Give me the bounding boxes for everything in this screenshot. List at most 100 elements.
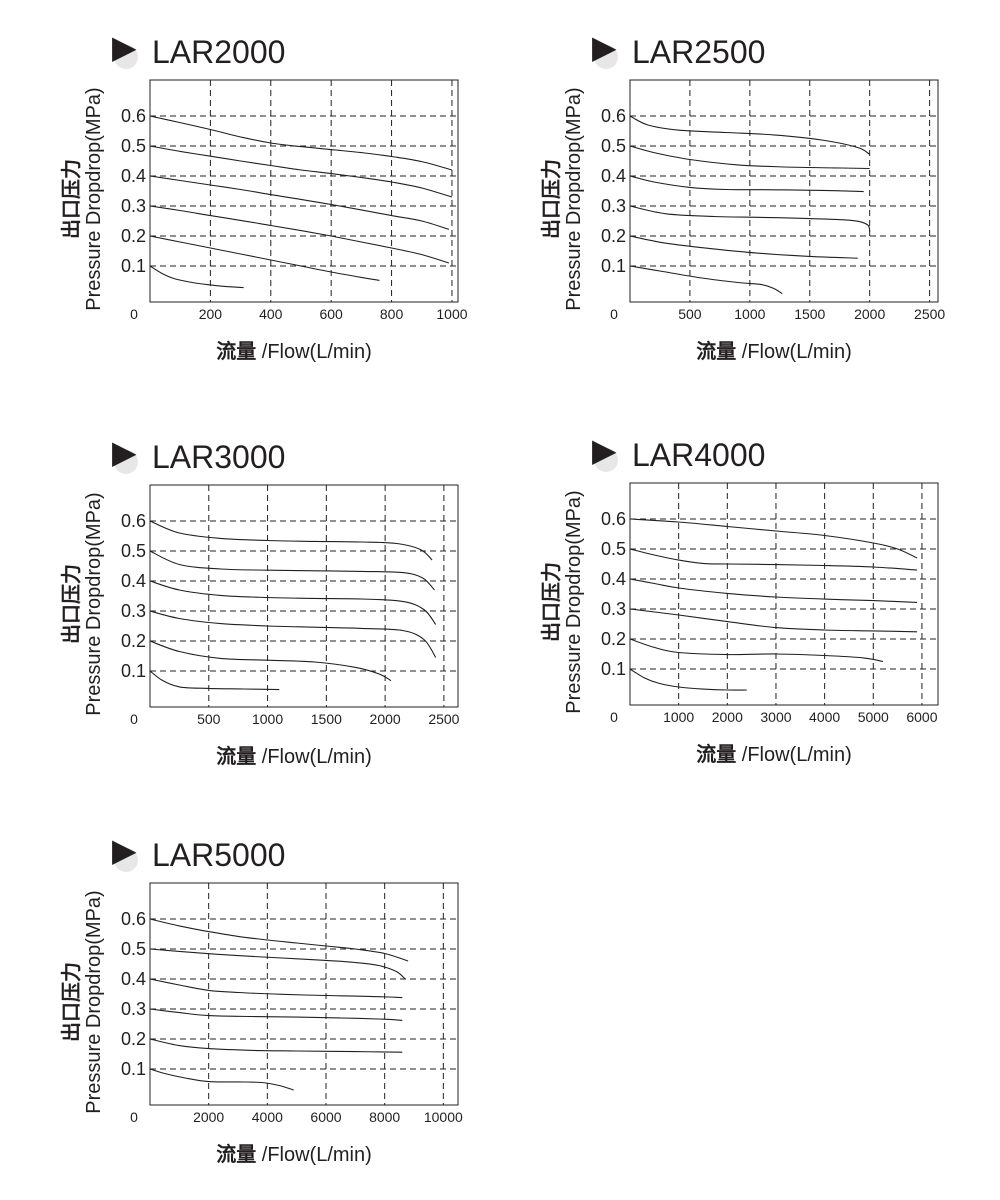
title-shadow bbox=[114, 45, 138, 69]
plot-frame bbox=[149, 882, 459, 1106]
x-axis-label-en: /Flow(L/min) bbox=[736, 744, 852, 766]
title-shadow bbox=[114, 450, 138, 474]
title-shadow bbox=[594, 45, 618, 69]
x-tick-label: 10000 bbox=[424, 1109, 463, 1125]
title-marker-icon: ▶ bbox=[112, 434, 137, 470]
y-tick-label: 0.5 bbox=[121, 541, 146, 561]
y-tick-label: 0.3 bbox=[121, 999, 146, 1019]
title-marker-icon: ▶ bbox=[112, 29, 137, 65]
x-axis-label-cn: 流量 bbox=[216, 1142, 256, 1166]
series-line bbox=[149, 235, 380, 281]
y-tick-label: 0.1 bbox=[601, 659, 626, 679]
x-axis-label-cn: 流量 bbox=[216, 744, 256, 768]
y-tick-label: 0.5 bbox=[601, 136, 626, 156]
title-shadow bbox=[594, 448, 618, 472]
x-tick-label: 6000 bbox=[906, 709, 937, 725]
x-tick-label: 500 bbox=[197, 711, 221, 727]
series-line bbox=[149, 520, 433, 561]
plot-frame bbox=[149, 484, 459, 708]
x-tick-label: 1000 bbox=[734, 306, 765, 322]
x-tick-label: 1000 bbox=[436, 306, 467, 322]
series-line bbox=[149, 175, 450, 230]
x-tick-label: 2500 bbox=[428, 711, 459, 727]
series-line bbox=[629, 265, 783, 295]
x-tick-label: 600 bbox=[319, 306, 343, 322]
x-axis-label-en: /Flow(L/min) bbox=[256, 746, 372, 768]
x-tick-label: 2500 bbox=[914, 306, 945, 322]
series-line bbox=[149, 1008, 403, 1021]
y-tick-label: 0.6 bbox=[121, 511, 146, 531]
series-line bbox=[629, 608, 918, 633]
series-line bbox=[149, 550, 435, 591]
x-tick-label: 200 bbox=[199, 306, 223, 322]
y-tick-label: 0.2 bbox=[601, 226, 626, 246]
y-axis-label-cn: 出口压力 bbox=[539, 159, 563, 239]
x-axis-label: 流量 /Flow(L/min) bbox=[216, 744, 372, 768]
y-axis-label-en: Pressure Dropdrop(MPa) bbox=[563, 490, 585, 713]
series-line bbox=[149, 205, 450, 264]
y-axis-label: 出口压力 Pressure Dropdrop(MPa) bbox=[59, 492, 105, 715]
y-axis-label-cn: 出口压力 bbox=[59, 159, 83, 239]
x-tick-label: 2000 bbox=[370, 711, 401, 727]
plot-frame bbox=[629, 79, 939, 303]
y-tick-label: 0.4 bbox=[121, 969, 146, 989]
chart-title: LAR4000 bbox=[632, 437, 765, 473]
y-tick-label: 0.1 bbox=[601, 256, 626, 276]
series-line bbox=[629, 668, 747, 691]
y-tick-label: 0.2 bbox=[121, 226, 146, 246]
series-line bbox=[149, 948, 406, 980]
chart-svg: ▶ LAR4000 0.1 0.2 0.3 0.4 0.5 0.6 0 1000 2000 3000 4… bbox=[539, 432, 939, 766]
x-tick-label: 0 bbox=[610, 709, 618, 725]
chart-svg: ▶ LAR2000 0.1 0.2 0.3 0.4 0.5 0.6 0 200 400 600 800 1… bbox=[59, 29, 468, 363]
series-line bbox=[629, 145, 870, 170]
x-axis-label: 流量 /Flow(L/min) bbox=[696, 339, 852, 363]
y-axis-label-en: Pressure Dropdrop(MPa) bbox=[83, 87, 105, 310]
series-line bbox=[629, 205, 871, 232]
x-tick-label: 2000 bbox=[193, 1109, 224, 1125]
series-line bbox=[629, 578, 918, 603]
x-tick-label: 6000 bbox=[310, 1109, 341, 1125]
x-axis-label: 流量 /Flow(L/min) bbox=[216, 1142, 372, 1166]
x-tick-label: 0 bbox=[130, 711, 138, 727]
y-tick-label: 0.4 bbox=[121, 571, 146, 591]
series-line bbox=[149, 670, 280, 691]
y-tick-label: 0.5 bbox=[601, 539, 626, 559]
chart-svg: ▶ LAR3000 0.1 0.2 0.3 0.4 0.5 0.6 0 500 1000 1500 20… bbox=[59, 434, 460, 768]
y-tick-label: 0.6 bbox=[601, 106, 626, 126]
chart-title: LAR3000 bbox=[152, 439, 285, 475]
y-tick-label: 0.6 bbox=[121, 106, 146, 126]
y-axis-label-cn: 出口压力 bbox=[539, 562, 563, 642]
x-tick-label: 4000 bbox=[809, 709, 840, 725]
title-marker-icon: ▶ bbox=[592, 432, 617, 468]
x-tick-label: 0 bbox=[610, 306, 618, 322]
y-tick-label: 0.4 bbox=[601, 569, 626, 589]
y-tick-label: 0.5 bbox=[121, 939, 146, 959]
x-axis-label-en: /Flow(L/min) bbox=[256, 1144, 372, 1166]
x-tick-label: 1000 bbox=[252, 711, 283, 727]
series-line bbox=[629, 235, 858, 259]
series-line bbox=[629, 175, 864, 193]
x-tick-label: 800 bbox=[380, 306, 404, 322]
x-axis-label-cn: 流量 bbox=[216, 339, 256, 363]
chart-panel-lar5000: ▶ LAR5000 0.1 0.2 0.3 0.4 0.5 0.6 0 2000 4000 6000 8… bbox=[50, 828, 490, 1188]
series-line bbox=[629, 518, 918, 559]
x-tick-label: 2000 bbox=[712, 709, 743, 725]
y-tick-label: 0.1 bbox=[121, 256, 146, 276]
y-axis-label-en: Pressure Dropdrop(MPa) bbox=[83, 890, 105, 1113]
y-tick-label: 0.1 bbox=[121, 661, 146, 681]
x-tick-label: 4000 bbox=[252, 1109, 283, 1125]
y-axis-label: 出口压力 Pressure Dropdrop(MPa) bbox=[539, 490, 585, 713]
series-line bbox=[149, 580, 437, 625]
series-line bbox=[149, 1068, 294, 1091]
title-marker-icon: ▶ bbox=[592, 29, 617, 65]
x-axis-label-cn: 流量 bbox=[696, 742, 736, 766]
y-tick-label: 0.6 bbox=[121, 909, 146, 929]
chart-title: LAR5000 bbox=[152, 837, 285, 873]
y-axis-label: 出口压力 Pressure Dropdrop(MPa) bbox=[59, 890, 105, 1113]
y-tick-label: 0.3 bbox=[121, 601, 146, 621]
y-axis-label-en: Pressure Dropdrop(MPa) bbox=[563, 87, 585, 310]
y-axis-label: 出口压力 Pressure Dropdrop(MPa) bbox=[59, 87, 105, 310]
series-line bbox=[149, 265, 244, 289]
y-tick-label: 0.2 bbox=[601, 629, 626, 649]
y-axis-label-cn: 出口压力 bbox=[59, 962, 83, 1042]
